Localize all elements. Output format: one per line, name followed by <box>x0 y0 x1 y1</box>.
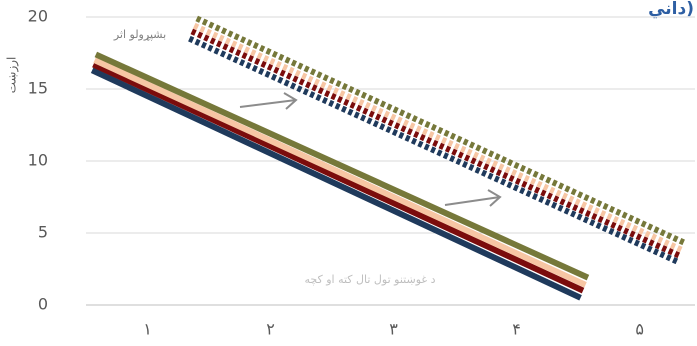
arrow <box>239 99 297 108</box>
x-tick-label: ٣ <box>389 320 398 339</box>
plot-area: 0 5 10 15 20 ١ ٢ ٣ ۴ ۵ <box>28 7 695 339</box>
arrow-head <box>487 189 502 207</box>
annotation: د غوښتنو تول تال کته او کچه <box>304 273 435 286</box>
y-tick-label: 15 <box>28 79 48 98</box>
x-tick-label: ۵ <box>635 320 644 339</box>
y-tick-label: 5 <box>38 223 48 242</box>
annotation: بشپړولو اثر <box>113 28 166 41</box>
line <box>93 57 587 288</box>
arrows <box>239 92 502 207</box>
x-tick-label: ٢ <box>266 320 275 339</box>
chart-title: داني) <box>648 0 694 19</box>
x-tick-label: ١ <box>143 320 152 339</box>
line <box>190 28 682 259</box>
y-tick-label: 20 <box>28 7 48 26</box>
line <box>195 15 687 246</box>
x-tick-label: ۴ <box>512 320 521 339</box>
line <box>193 22 684 254</box>
line <box>188 35 680 265</box>
arrow-head <box>283 92 298 110</box>
line <box>94 51 590 281</box>
arrow <box>444 196 501 206</box>
y-tick-label: 0 <box>38 295 48 314</box>
y-tick-label: 10 <box>28 151 48 170</box>
line <box>90 67 582 301</box>
y-axis-label: ارزښت <box>5 57 20 94</box>
line <box>92 61 585 294</box>
